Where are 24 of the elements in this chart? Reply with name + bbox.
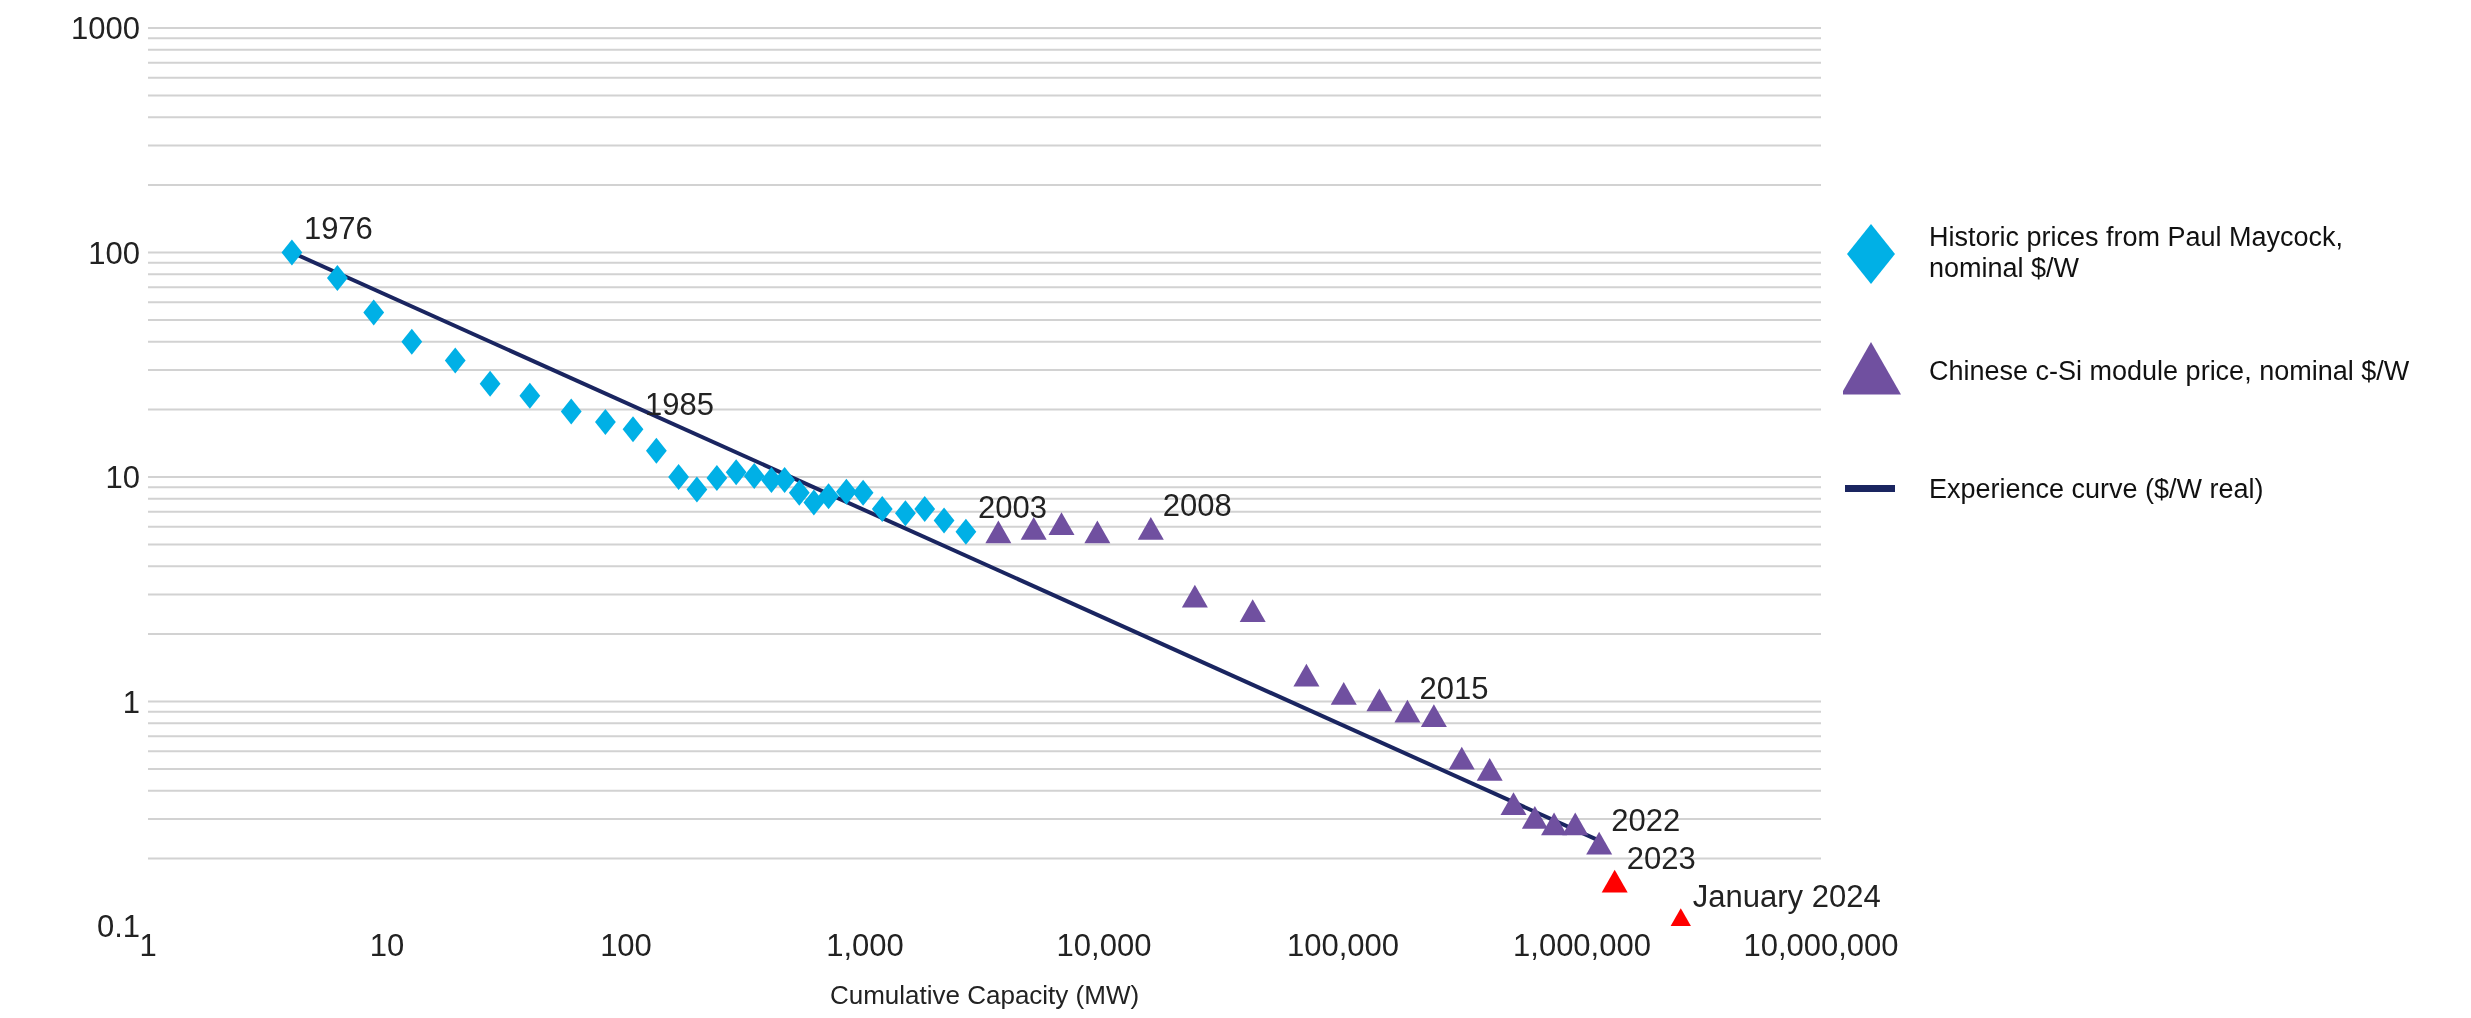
x-tick-label: 10,000,000 [1743,928,1899,964]
x-axis-title: Cumulative Capacity (MW) [829,980,1140,1010]
x-tick-label: 100,000 [1286,928,1400,964]
legend-label: Chinese c-Si module price, nominal $/W [1929,355,2411,387]
annotation: 1976 [303,210,373,246]
legend-label: Experience curve ($/W real) [1929,473,2265,505]
x-tick-label: 10,000 [1056,928,1152,964]
y-tick-label: 1000 [71,11,140,47]
annotation: 1985 [645,387,714,423]
x-tick-label: 1,000 [826,928,904,964]
y-tick-label: 1 [122,684,140,720]
x-tick-label: 100 [600,928,652,964]
x-tick-label: 1,000,000 [1513,928,1651,964]
legend-label: Historic prices from Paul Maycock, nominal $/W [1929,222,2345,284]
x-tick-label: 10 [369,928,405,964]
annotation: 2022 [1611,802,1681,838]
annotation: 2015 [1419,670,1489,706]
annotation: January 2024 [1692,879,1881,915]
annotation: 2023 [1626,840,1696,876]
y-tick-label: 100 [88,235,140,271]
annotation: 2003 [977,489,1047,525]
y-tick-label: 10 [105,460,140,496]
annotation: 2008 [1162,488,1232,524]
y-tick-label: 0.1 [96,909,140,945]
